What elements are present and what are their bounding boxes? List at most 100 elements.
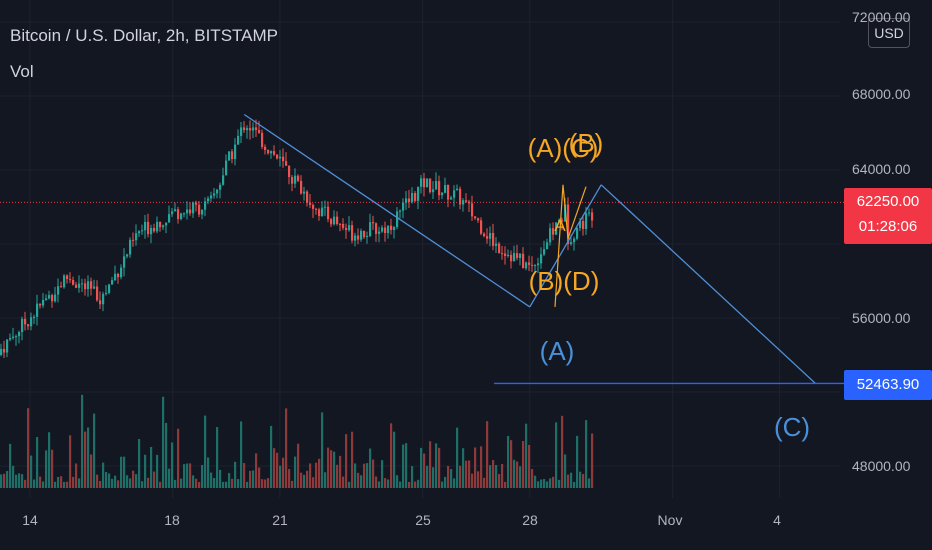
volume-bar <box>108 473 111 488</box>
wave-label-bd-orange[interactable]: (B)(D) <box>528 266 600 296</box>
x-tick-label: 4 <box>773 512 781 528</box>
volume-bar <box>537 481 540 488</box>
volume-bar <box>24 479 27 488</box>
volume-bar <box>531 469 534 488</box>
volume-bar <box>90 454 93 488</box>
trend-line[interactable] <box>600 184 816 384</box>
candle-body <box>411 193 414 202</box>
volume-bar <box>459 465 462 488</box>
candle-body <box>102 293 105 305</box>
candle-body <box>414 193 417 201</box>
candle-body <box>396 211 399 228</box>
candle-body <box>213 193 216 196</box>
volume-bar <box>591 433 594 488</box>
candle-body <box>312 204 315 209</box>
volume-bar <box>33 479 36 488</box>
candle-body <box>465 200 468 202</box>
last-price-value: 62250.00 <box>856 193 920 210</box>
candle-body <box>495 243 498 246</box>
volume-bar <box>273 448 276 488</box>
trend-line[interactable] <box>529 184 602 308</box>
volume-bar <box>411 466 414 488</box>
candle-body <box>480 220 483 234</box>
volume-bar <box>126 475 129 488</box>
trend-line[interactable] <box>243 113 531 308</box>
candle-body <box>147 221 150 235</box>
candle-body <box>420 178 423 187</box>
candle-body <box>384 227 387 234</box>
volume-bar <box>303 474 306 488</box>
volume-bar <box>561 415 564 488</box>
volume-indicator-label[interactable]: Vol <box>10 62 34 81</box>
candle-body <box>228 151 231 161</box>
x-tick-label: 28 <box>522 512 538 528</box>
currency-button[interactable]: USD <box>868 18 910 48</box>
volume-bar <box>231 478 234 488</box>
volume-bar <box>75 463 78 488</box>
x-tick-label: 14 <box>22 512 38 528</box>
volume-bar <box>96 474 99 488</box>
volume-bar <box>579 471 582 488</box>
candle-body <box>588 212 591 214</box>
volume-bar <box>372 459 375 488</box>
volume-bar <box>0 474 3 488</box>
candle-body <box>555 222 558 235</box>
candle-body <box>363 230 366 238</box>
candle-body <box>120 267 123 278</box>
bar-countdown: 01:28:06 <box>858 218 918 235</box>
x-tick-label: 21 <box>272 512 288 528</box>
candle-body <box>135 233 138 241</box>
volume-bar <box>414 481 417 488</box>
candle-body <box>33 316 36 318</box>
volume-bar <box>159 481 162 488</box>
volume-bar <box>279 465 282 488</box>
candle-body <box>294 175 297 184</box>
volume-bar <box>165 422 168 488</box>
candle-body <box>63 275 66 288</box>
volume-bar <box>102 462 105 488</box>
wave-label-c-blue[interactable]: (C) <box>773 412 811 442</box>
wave-label-ac-orange[interactable]: (A)(C) <box>527 133 599 163</box>
volume-bar <box>207 457 210 488</box>
volume-bar <box>318 458 321 488</box>
volume-bar <box>138 439 141 488</box>
candle-body <box>165 222 168 226</box>
candle-body <box>336 216 339 224</box>
candle-body <box>432 189 435 193</box>
symbol-title[interactable]: Bitcoin / U.S. Dollar, 2h, BITSTAMP <box>10 26 278 45</box>
candle-body <box>501 253 504 255</box>
candle-body <box>483 233 486 237</box>
candle-body <box>429 178 432 193</box>
volume-bar <box>132 470 135 488</box>
candle-body <box>144 221 147 231</box>
volume-bar <box>162 396 165 488</box>
candle-body <box>3 348 6 353</box>
wave-label-b-orange[interactable]: (B) <box>568 128 604 158</box>
volume-bar <box>366 463 369 488</box>
candle-body <box>246 128 249 131</box>
candle-body <box>198 204 201 215</box>
volume-bar <box>111 478 114 488</box>
volume-bar <box>477 471 480 488</box>
candle-body <box>267 150 270 154</box>
volume-bar <box>519 466 522 488</box>
volume-bar <box>63 481 66 488</box>
volume-bar <box>69 435 72 488</box>
volume-bar <box>423 453 426 488</box>
volume-bar <box>336 464 339 488</box>
candle-body <box>417 186 420 201</box>
candle-body <box>504 253 507 256</box>
volume-bar <box>36 436 39 488</box>
candle-body <box>180 213 183 220</box>
candle-body <box>534 265 537 267</box>
orange-wave-path[interactable] <box>554 184 587 307</box>
volume-bar <box>174 479 177 488</box>
candle-body <box>114 273 117 281</box>
candle-body <box>117 273 120 278</box>
candle-body <box>30 317 33 327</box>
volume-bar <box>330 450 333 488</box>
candle-body <box>222 175 225 185</box>
wave-label-a-blue[interactable]: (A) <box>539 336 575 366</box>
wave-label-a-small[interactable]: A <box>554 216 566 235</box>
